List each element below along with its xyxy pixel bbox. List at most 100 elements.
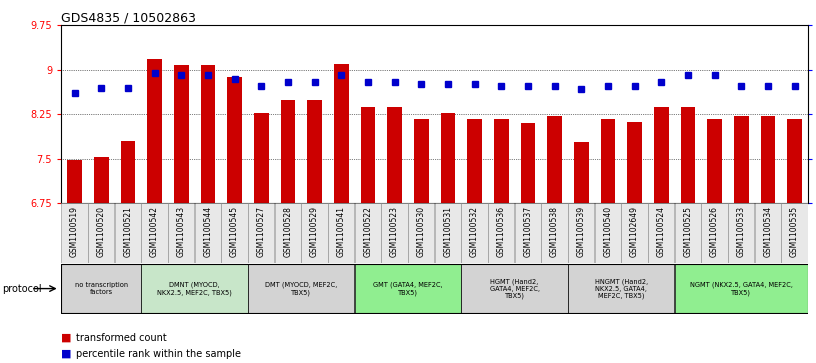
- FancyBboxPatch shape: [542, 203, 568, 263]
- Text: DMT (MYOCD, MEF2C,
TBX5): DMT (MYOCD, MEF2C, TBX5): [265, 282, 337, 295]
- FancyBboxPatch shape: [568, 203, 594, 263]
- FancyBboxPatch shape: [275, 203, 301, 263]
- Bar: [734, 116, 748, 363]
- Text: GMT (GATA4, MEF2C,
TBX5): GMT (GATA4, MEF2C, TBX5): [373, 282, 442, 295]
- FancyBboxPatch shape: [88, 203, 114, 263]
- Bar: [201, 65, 215, 363]
- FancyBboxPatch shape: [488, 203, 514, 263]
- Text: GSM1100539: GSM1100539: [577, 206, 586, 257]
- Bar: [174, 65, 188, 363]
- Text: GSM1100525: GSM1100525: [683, 206, 692, 257]
- Text: GSM1100534: GSM1100534: [763, 206, 772, 257]
- Text: GSM1100523: GSM1100523: [390, 206, 399, 257]
- Bar: [548, 116, 562, 363]
- FancyBboxPatch shape: [355, 264, 461, 313]
- Text: GSM1100537: GSM1100537: [523, 206, 532, 257]
- FancyBboxPatch shape: [195, 203, 221, 263]
- FancyBboxPatch shape: [462, 203, 488, 263]
- Bar: [441, 113, 455, 363]
- Text: GSM1100532: GSM1100532: [470, 206, 479, 257]
- Text: GSM1100524: GSM1100524: [657, 206, 666, 257]
- FancyBboxPatch shape: [622, 203, 648, 263]
- FancyBboxPatch shape: [675, 264, 808, 313]
- Bar: [628, 122, 642, 363]
- Bar: [494, 119, 508, 363]
- Text: GSM1100543: GSM1100543: [177, 206, 186, 257]
- Text: GSM1100531: GSM1100531: [443, 206, 452, 257]
- Text: HNGMT (Hand2,
NKX2.5, GATA4,
MEF2C, TBX5): HNGMT (Hand2, NKX2.5, GATA4, MEF2C, TBX5…: [595, 278, 648, 299]
- Bar: [574, 142, 588, 363]
- Text: GSM1100541: GSM1100541: [337, 206, 346, 257]
- Text: GSM1100540: GSM1100540: [603, 206, 612, 257]
- Bar: [414, 119, 428, 363]
- Text: GSM1100535: GSM1100535: [790, 206, 799, 257]
- Bar: [94, 157, 109, 363]
- Bar: [387, 107, 401, 363]
- Text: GSM1100527: GSM1100527: [257, 206, 266, 257]
- Text: GSM1100544: GSM1100544: [203, 206, 212, 257]
- FancyBboxPatch shape: [248, 203, 274, 263]
- FancyBboxPatch shape: [755, 203, 781, 263]
- Text: GSM1100529: GSM1100529: [310, 206, 319, 257]
- Text: HGMT (Hand2,
GATA4, MEF2C,
TBX5): HGMT (Hand2, GATA4, MEF2C, TBX5): [490, 278, 539, 299]
- FancyBboxPatch shape: [141, 203, 167, 263]
- Bar: [601, 119, 615, 363]
- Text: GDS4835 / 10502863: GDS4835 / 10502863: [61, 11, 196, 24]
- Text: GSM1100520: GSM1100520: [97, 206, 106, 257]
- Text: GSM1100521: GSM1100521: [123, 206, 132, 257]
- Bar: [254, 113, 268, 363]
- FancyBboxPatch shape: [248, 264, 354, 313]
- Text: GSM1100530: GSM1100530: [417, 206, 426, 257]
- Text: no transcription
factors: no transcription factors: [74, 282, 128, 295]
- Text: GSM1100545: GSM1100545: [230, 206, 239, 257]
- Text: ■: ■: [61, 349, 72, 359]
- FancyBboxPatch shape: [702, 203, 728, 263]
- FancyBboxPatch shape: [61, 203, 87, 263]
- Bar: [281, 99, 295, 363]
- FancyBboxPatch shape: [515, 203, 541, 263]
- Text: GSM1100538: GSM1100538: [550, 206, 559, 257]
- Text: GSM1100522: GSM1100522: [363, 206, 372, 257]
- FancyBboxPatch shape: [648, 203, 674, 263]
- Bar: [147, 59, 162, 363]
- Bar: [468, 119, 482, 363]
- Text: percentile rank within the sample: percentile rank within the sample: [76, 349, 241, 359]
- Text: GSM1102649: GSM1102649: [630, 206, 639, 257]
- Bar: [121, 141, 135, 363]
- Text: DMNT (MYOCD,
NKX2.5, MEF2C, TBX5): DMNT (MYOCD, NKX2.5, MEF2C, TBX5): [157, 282, 232, 295]
- Text: GSM1100519: GSM1100519: [70, 206, 79, 257]
- Text: GSM1100526: GSM1100526: [710, 206, 719, 257]
- FancyBboxPatch shape: [301, 203, 327, 263]
- FancyBboxPatch shape: [328, 203, 354, 263]
- FancyBboxPatch shape: [568, 264, 674, 313]
- FancyBboxPatch shape: [168, 203, 194, 263]
- FancyBboxPatch shape: [728, 203, 754, 263]
- FancyBboxPatch shape: [462, 264, 568, 313]
- Text: GSM1100528: GSM1100528: [283, 206, 292, 257]
- FancyBboxPatch shape: [782, 203, 808, 263]
- Text: NGMT (NKX2.5, GATA4, MEF2C,
TBX5): NGMT (NKX2.5, GATA4, MEF2C, TBX5): [690, 282, 792, 295]
- FancyBboxPatch shape: [61, 264, 141, 313]
- Bar: [654, 107, 668, 363]
- FancyBboxPatch shape: [435, 203, 461, 263]
- FancyBboxPatch shape: [595, 203, 621, 263]
- Bar: [787, 119, 802, 363]
- FancyBboxPatch shape: [355, 203, 381, 263]
- Bar: [521, 123, 535, 363]
- Text: transformed count: transformed count: [76, 333, 166, 343]
- Text: ■: ■: [61, 333, 72, 343]
- Bar: [307, 99, 322, 363]
- Bar: [707, 119, 722, 363]
- FancyBboxPatch shape: [141, 264, 247, 313]
- Bar: [361, 107, 375, 363]
- FancyBboxPatch shape: [221, 203, 247, 263]
- Text: GSM1100533: GSM1100533: [737, 206, 746, 257]
- FancyBboxPatch shape: [675, 203, 701, 263]
- FancyBboxPatch shape: [408, 203, 434, 263]
- FancyBboxPatch shape: [381, 203, 407, 263]
- Text: GSM1100536: GSM1100536: [497, 206, 506, 257]
- Bar: [334, 64, 348, 363]
- Bar: [227, 77, 242, 363]
- Bar: [681, 107, 695, 363]
- FancyBboxPatch shape: [115, 203, 141, 263]
